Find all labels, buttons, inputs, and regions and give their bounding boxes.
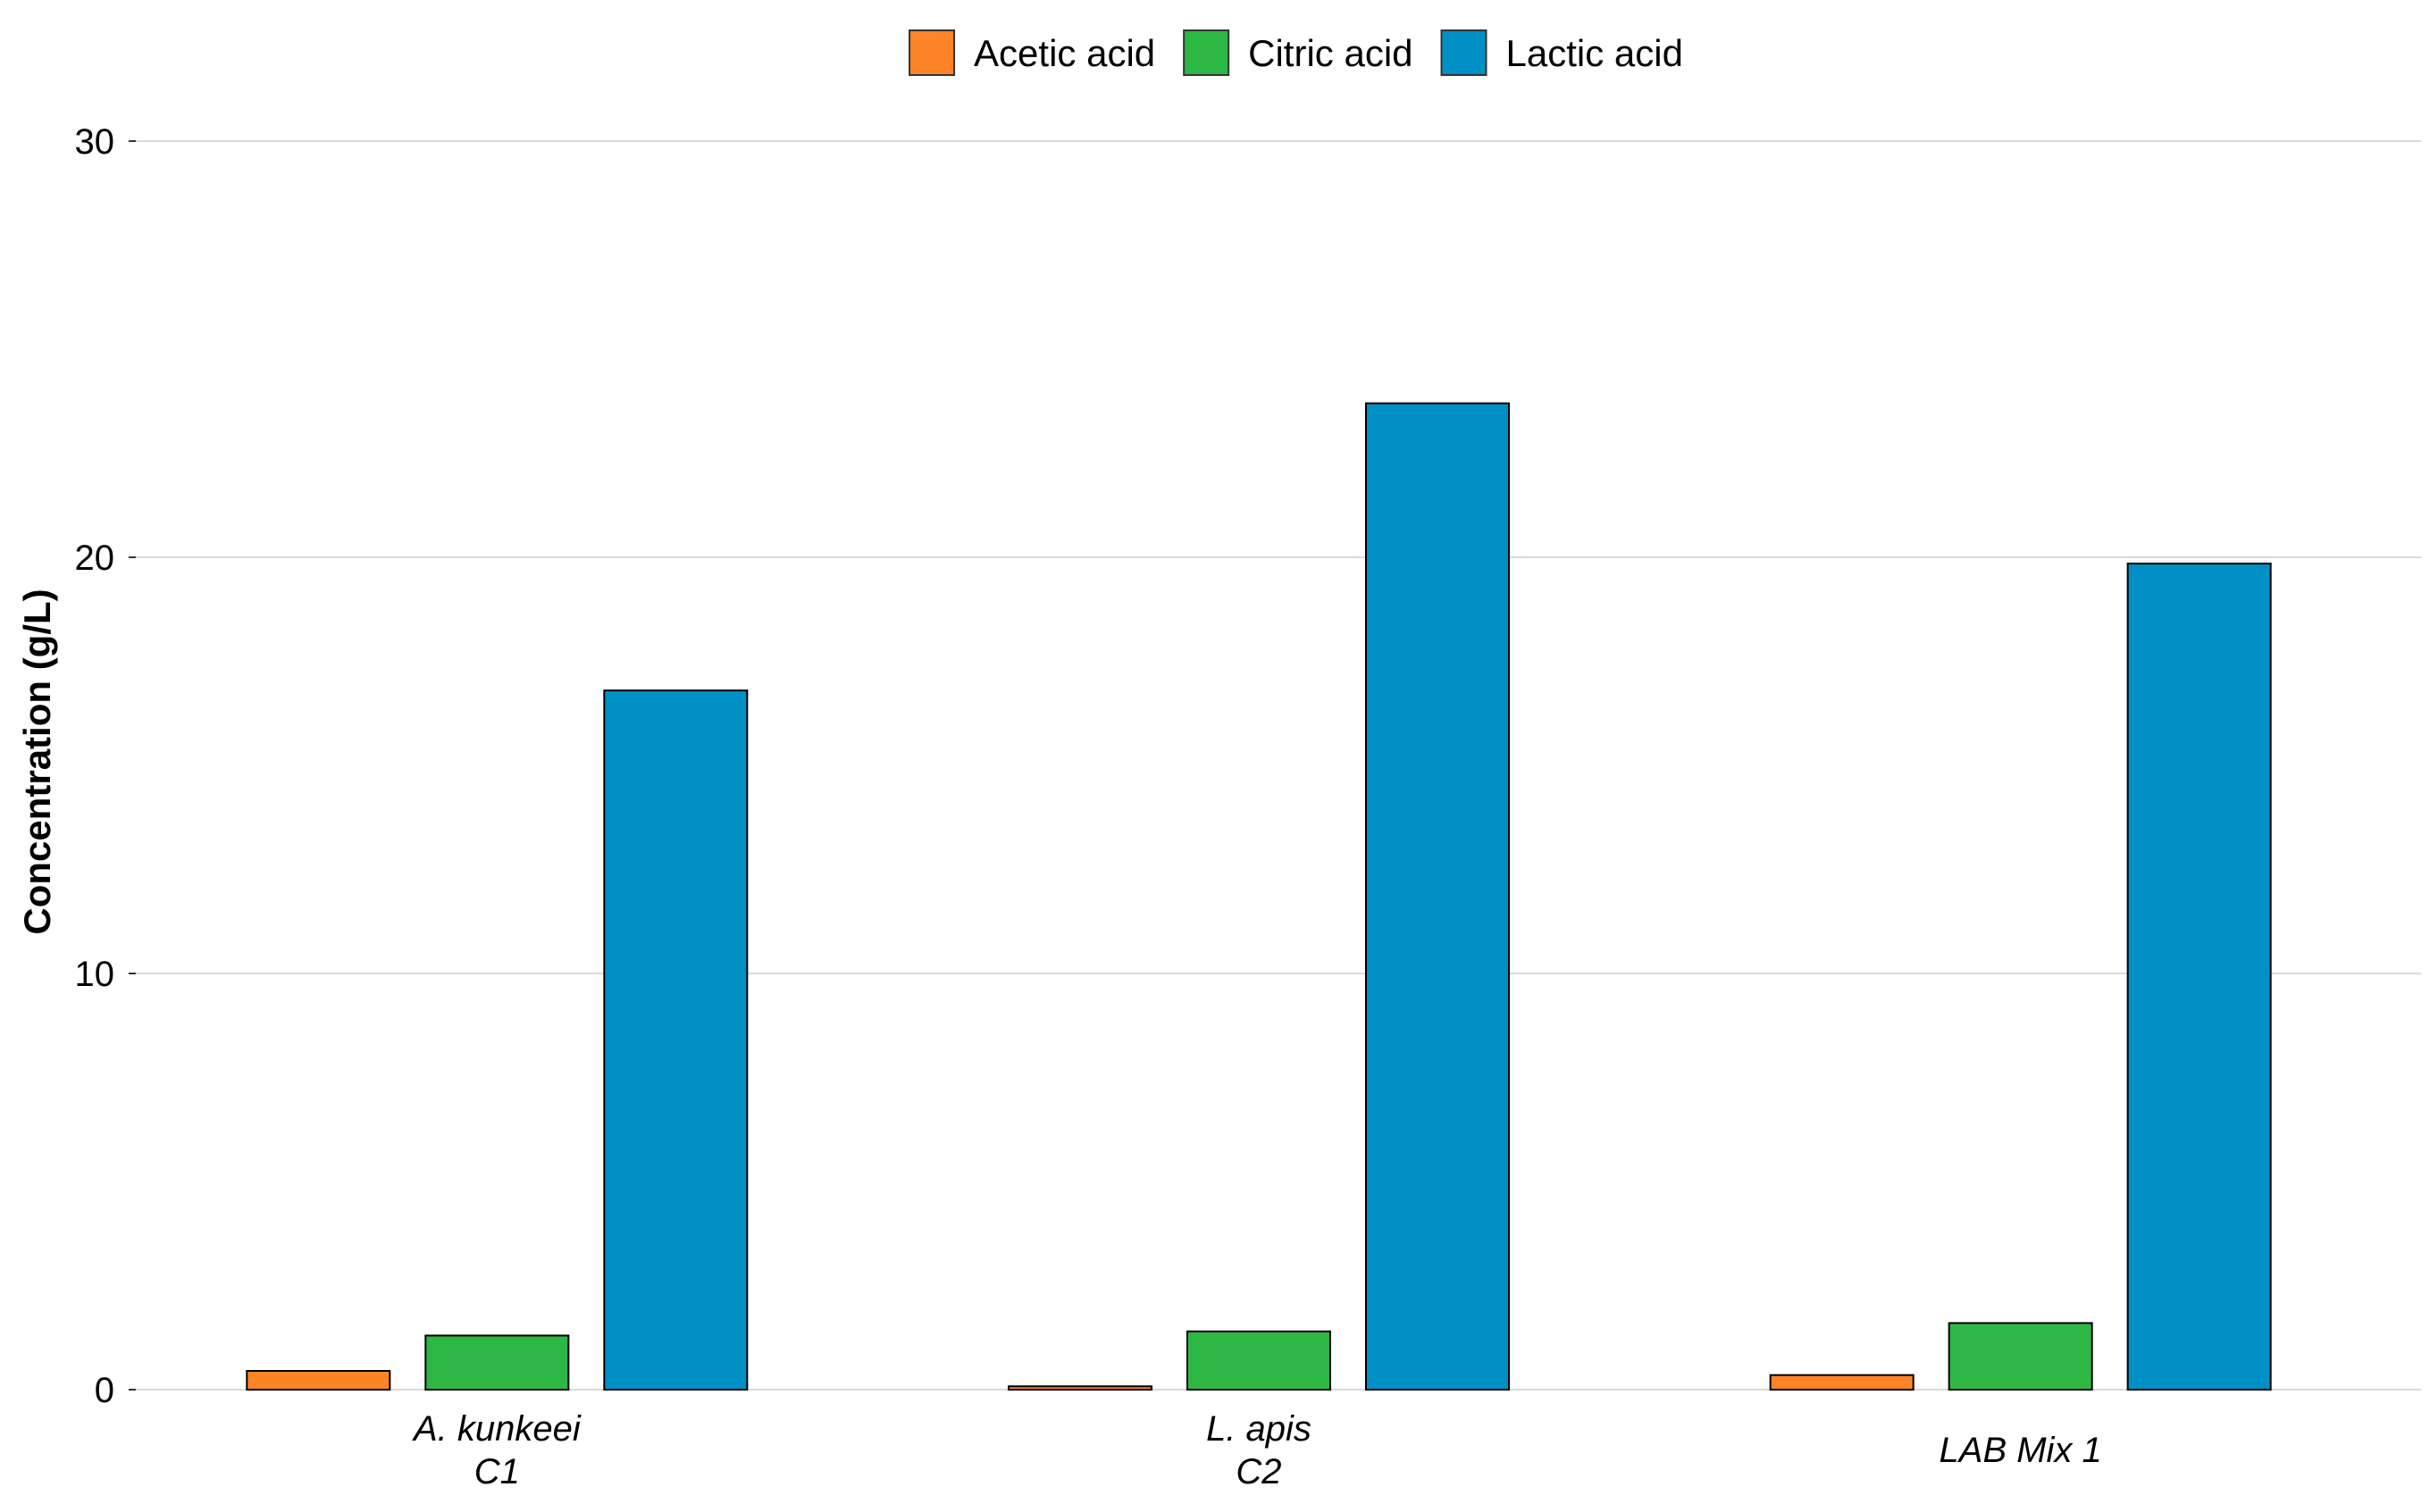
bars [246,402,2272,1391]
y-axis-title: Concentration (g/L) [16,589,58,934]
legend-label: Citric acid [1248,32,1412,74]
bar-citric-acid-2 [1186,1330,1331,1391]
x-category-label: LAB Mix 1 [1940,1431,2102,1470]
legend-item: Citric acid [1183,29,1413,76]
x-category-sublabel: C2 [1236,1452,1281,1491]
legend-item: Acetic acid [909,29,1155,76]
bar-acetic-acid-1 [246,1370,391,1391]
legend-swatch [1440,29,1487,76]
bar-citric-acid-1 [424,1334,570,1391]
bar-lactic-acid-3 [2126,562,2272,1391]
y-axis-ticks: 0 10 20 30 [75,122,136,1410]
y-tick-label: 30 [75,122,115,162]
legend-label: Lactic acid [1506,32,1683,74]
x-category-label: A. kunkeei [412,1409,582,1449]
legend-swatch [909,29,956,76]
y-tick-label: 0 [95,1371,114,1410]
legend-label: Acetic acid [974,32,1155,74]
bar-acetic-acid-2 [1008,1385,1152,1391]
legend-swatch [1183,29,1230,76]
bar-lactic-acid-1 [603,689,749,1391]
legend: Acetic acid Citric acid Lactic acid [909,29,1683,76]
y-tick-label: 10 [75,955,115,994]
bar-acetic-acid-3 [1769,1374,1915,1391]
x-category-sublabel: C1 [474,1452,520,1491]
x-category-label: L. apis [1206,1409,1311,1449]
bar-citric-acid-3 [1948,1322,2093,1391]
bar-lactic-acid-2 [1365,402,1510,1391]
y-tick-label: 20 [75,539,115,578]
gridlines [136,140,2421,1391]
legend-item: Lactic acid [1440,29,1683,76]
